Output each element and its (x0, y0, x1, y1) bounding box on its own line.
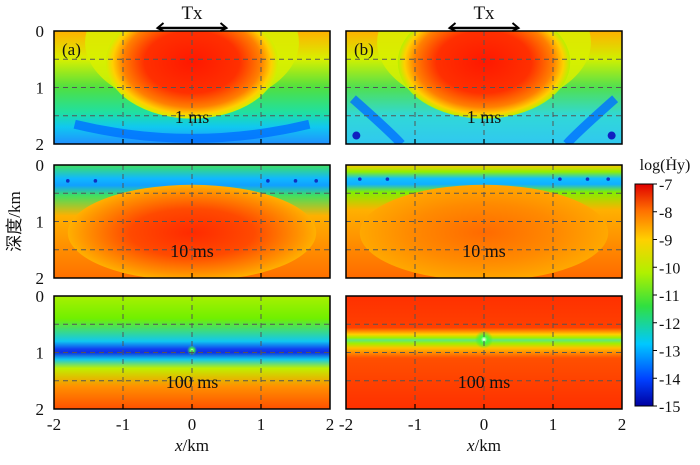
colorbar-scale (634, 183, 654, 407)
y-tick-label: 1 (36, 79, 45, 98)
field-maximum (397, 31, 571, 119)
x-tick-label: 2 (326, 415, 335, 434)
panel-label-b: (b) (354, 40, 374, 59)
colorbar-title: log(Ḣy) (640, 156, 691, 174)
field-anomaly (475, 330, 493, 349)
field-null-point (558, 177, 562, 181)
colorbar-tick-label: -9 (659, 233, 672, 250)
field-null-arc (563, 95, 619, 144)
x-axis-label: x/km (466, 436, 501, 455)
x-tick-label: 1 (549, 415, 558, 434)
y-axis-label: 深度/km (5, 191, 24, 251)
tx-arrow-right (219, 22, 229, 32)
x-axis-label: x/km (174, 436, 209, 455)
time-label: 1 ms (467, 107, 502, 127)
y-tick-label: 1 (36, 213, 45, 232)
panel-b-2 (346, 165, 622, 278)
x-tick-label: -2 (339, 415, 353, 434)
field-null-point (585, 177, 590, 181)
panel-a-1 (54, 31, 330, 144)
time-label: 10 ms (170, 241, 214, 261)
colorbar-tick-label: -11 (659, 288, 680, 305)
y-tick-label: 2 (36, 400, 45, 419)
x-tick-label: -1 (408, 415, 422, 434)
x-tick-label: 0 (188, 415, 197, 434)
y-tick-label: 2 (36, 135, 45, 154)
field-maximum (105, 31, 279, 119)
time-label: 100 ms (166, 372, 219, 392)
field-null-arc (73, 119, 311, 143)
x-tick-label: 2 (618, 415, 627, 434)
time-label: 100 ms (458, 372, 511, 392)
colorbar-tick-label: -14 (659, 371, 680, 388)
tx-label: Tx (473, 3, 495, 24)
colorbar: log(Ḣy) -7 -8 -9 -10 -11 -12 -13 -14 -15 (634, 156, 691, 416)
x-tick-label: 1 (257, 415, 266, 434)
x-tick-label: -2 (47, 415, 61, 434)
tx-arrow-right (511, 22, 521, 32)
field-null-point (606, 177, 610, 181)
y-tick-label: 1 (36, 344, 45, 363)
panel-a-3 (54, 296, 330, 409)
colorbar-tick-label: -15 (659, 399, 680, 416)
time-label: 10 ms (462, 241, 506, 261)
panel-label-a: (a) (62, 40, 81, 59)
colorbar-tick-label: -12 (659, 316, 680, 333)
x-tick-label: 0 (480, 415, 489, 434)
colorbar-tick-label: -13 (659, 344, 680, 361)
field-null-point (66, 179, 70, 183)
y-tick-label: 0 (36, 156, 45, 175)
field-null-point (607, 131, 616, 140)
y-tick-label: 2 (36, 269, 45, 288)
panels (54, 31, 622, 409)
field-null-point (293, 179, 298, 183)
y-tick-label: 0 (36, 287, 45, 306)
field-null-point (266, 179, 270, 183)
colorbar-tick-label: -7 (659, 177, 672, 194)
field-null-point (93, 179, 98, 183)
y-tick-label: 0 (36, 22, 45, 41)
colorbar-tick-label: -10 (659, 260, 680, 277)
panel-b-3 (346, 296, 622, 409)
field-null-arc (349, 95, 405, 144)
time-label: 1 ms (175, 107, 210, 127)
field-null-point (358, 177, 362, 181)
tx-label: Tx (181, 3, 203, 24)
colorbar-tick-label: -8 (659, 205, 672, 222)
field-null-point (352, 131, 361, 140)
field-null-point (385, 177, 390, 181)
x-tick-label: -1 (116, 415, 130, 434)
axes: 1 ms 1 ms 10 ms 10 ms 100 ms 100 ms (a) (b) Tx Tx… (5, 3, 626, 455)
field-null-point (314, 179, 319, 183)
panel-b-1 (346, 31, 622, 144)
panel-a-2 (54, 165, 330, 278)
